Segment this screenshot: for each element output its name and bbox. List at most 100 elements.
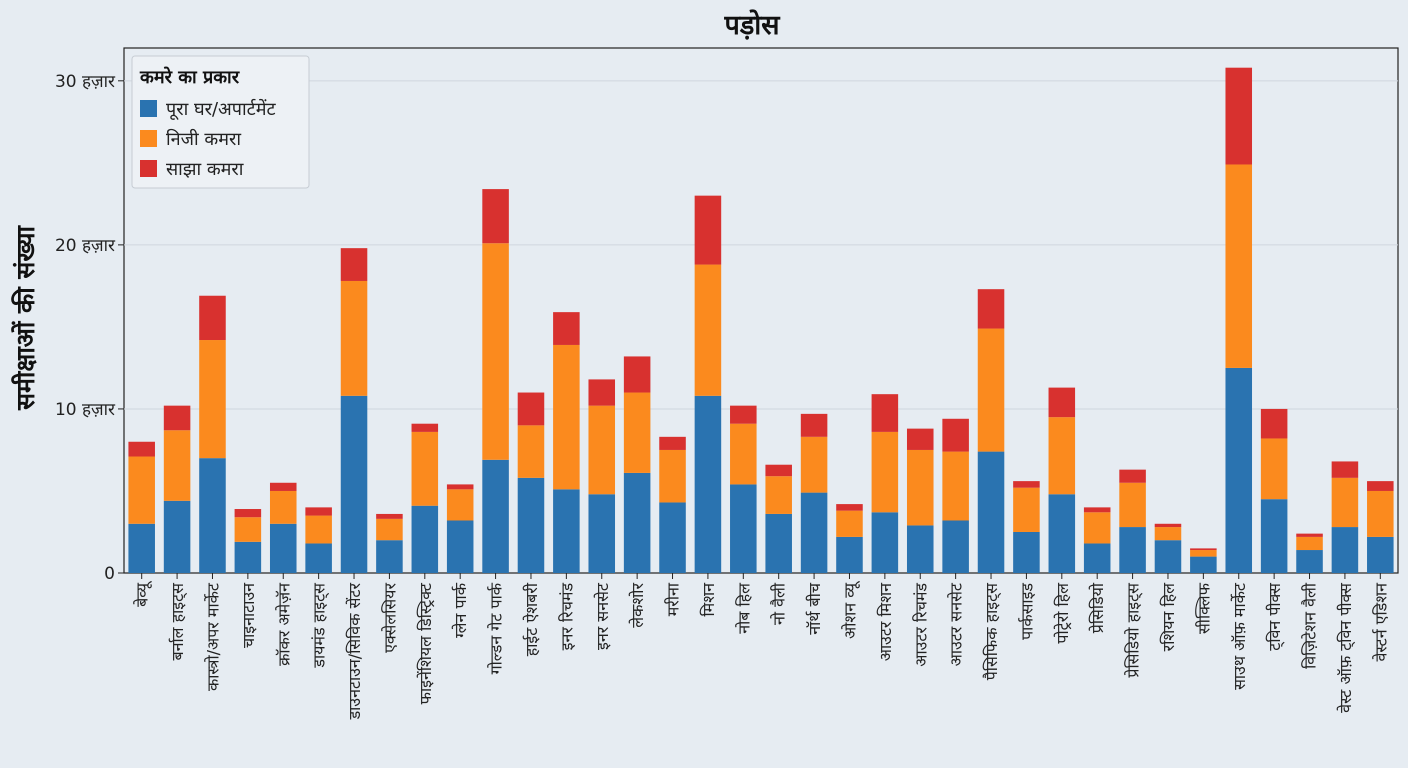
- bar-segment: [234, 509, 262, 518]
- bar-segment: [588, 379, 616, 406]
- x-tick-label: इनर रिचमंड: [557, 583, 576, 651]
- bar-segment: [871, 512, 899, 573]
- bar-segment: [482, 189, 509, 244]
- bar-segment: [1296, 533, 1323, 537]
- bar-segment: [1048, 494, 1076, 573]
- bar-segment: [199, 458, 226, 573]
- bar-segment: [659, 502, 686, 573]
- bar-segment: [1083, 512, 1111, 544]
- bar-segment: [1296, 550, 1323, 573]
- bar-segment: [1190, 548, 1217, 551]
- bar-segment: [1296, 536, 1323, 551]
- bar-segment: [1225, 367, 1253, 573]
- bar-segment: [730, 423, 757, 485]
- x-tick-label: नोब हिल: [734, 582, 753, 634]
- x-tick-label: आउटर सनसेट: [947, 582, 966, 666]
- bar-segment: [411, 431, 439, 506]
- bar-segment: [199, 295, 226, 341]
- plot-area: [123, 47, 1399, 574]
- x-tick-label: ट्विन पीक्स: [1265, 582, 1285, 651]
- bar-segment: [1260, 438, 1288, 500]
- x-tick-label: सीक्लिफ: [1194, 582, 1213, 634]
- bar-segment: [517, 425, 545, 478]
- bar-segment: [517, 392, 545, 426]
- bar-segment: [376, 518, 403, 541]
- x-tick-label: एक्सेलसियर: [380, 583, 399, 653]
- bar-segment: [800, 413, 828, 437]
- x-tick-label: लेकशोर: [628, 583, 647, 628]
- bar-segment: [269, 482, 297, 491]
- bar-segment: [1083, 507, 1111, 513]
- bar-segment: [871, 431, 899, 513]
- x-tick-label: नॉर्थ बीच: [805, 582, 824, 635]
- bar-segment: [234, 541, 262, 573]
- bar-segment: [340, 248, 368, 281]
- bar-segment: [163, 500, 191, 573]
- bar-segment: [128, 441, 155, 457]
- bar-segment: [1225, 67, 1253, 165]
- bar-segment: [269, 523, 297, 573]
- bar-segment: [269, 490, 297, 524]
- x-tick-label: पार्कसाइड: [1017, 583, 1036, 640]
- x-tick-label: हाईट ऐशबरी: [522, 582, 541, 656]
- x-tick-label: मरीना: [664, 582, 683, 616]
- bar-segment: [730, 405, 757, 424]
- bar-segment: [411, 423, 439, 432]
- bar-segment: [128, 523, 155, 573]
- bar-segment: [588, 405, 616, 495]
- bar-segment: [1119, 469, 1146, 483]
- x-tick-label: इनर सनसेट: [593, 582, 612, 650]
- legend: कमरे का प्रकार पूरा घर/अपार्टमेंट निजी कम…: [131, 55, 310, 189]
- x-tick-label: डाउनटाउन/सिविक सेंटर: [345, 583, 364, 721]
- bar-segment: [340, 395, 368, 573]
- bar-segment: [659, 436, 686, 450]
- x-tick-label: प्रेसिडियो: [1088, 582, 1107, 633]
- bar-segment: [623, 472, 651, 573]
- bar-segment: [305, 507, 332, 516]
- bar-segment: [765, 476, 792, 514]
- x-tick-label: नो वैली: [770, 582, 789, 625]
- bar-segment: [199, 340, 226, 459]
- bar-segment: [800, 436, 828, 493]
- bar-segment: [305, 543, 332, 573]
- legend-title: कमरे का प्रकार: [139, 66, 240, 88]
- x-tick-label: चाइनाटाउन: [239, 582, 258, 648]
- x-tick-label: विज़िटेशन वैली: [1301, 582, 1320, 669]
- bar-segment: [376, 540, 403, 573]
- x-tick-label: ग्लेन पार्क: [451, 582, 470, 638]
- bar-segment: [906, 449, 934, 526]
- bar-segment: [906, 525, 934, 573]
- bar-segment: [730, 484, 757, 573]
- x-tick-label: प्रेसिडियो हाइट्स: [1124, 582, 1144, 678]
- bar-segment: [623, 356, 651, 393]
- bar-segment: [1154, 527, 1182, 541]
- bar-segment: [623, 392, 651, 473]
- bar-segment: [446, 489, 474, 521]
- y-axis-label: समीक्षाओं की संख्या: [11, 225, 40, 411]
- x-tick-label: ओशन व्यू: [840, 580, 860, 639]
- x-tick-label: आउटर मिशन: [876, 582, 895, 661]
- bar-segment: [906, 428, 934, 450]
- bar-segment: [411, 505, 439, 573]
- bar-segment: [163, 430, 191, 501]
- bar-segment: [1331, 461, 1359, 478]
- bar-segment: [1048, 387, 1076, 418]
- bar-segment: [765, 464, 792, 477]
- bar-segment: [659, 449, 686, 503]
- bar-segment: [1367, 490, 1394, 537]
- bar-segment: [1083, 543, 1111, 573]
- bar-segment: [977, 328, 1005, 452]
- bar-segment: [1190, 550, 1217, 557]
- bar-segment: [128, 456, 155, 524]
- bar-segment: [1331, 527, 1359, 573]
- bar-segment: [1154, 523, 1182, 528]
- x-axis: बेव्यू बर्नाल हाइट्स कास्त्रो/अपर मार्केट च…: [133, 573, 1390, 721]
- y-tick-label: 10 हज़ार: [55, 400, 116, 420]
- bar-segment: [942, 418, 969, 452]
- x-tick-label: वेस्ट ऑफ़ ट्विन पीक्स: [1336, 582, 1356, 713]
- x-tick-label: बर्नाल हाइट्स: [168, 582, 188, 661]
- bar-segment: [1225, 164, 1253, 368]
- bar-segment: [1048, 417, 1076, 495]
- bar-segment: [553, 344, 580, 490]
